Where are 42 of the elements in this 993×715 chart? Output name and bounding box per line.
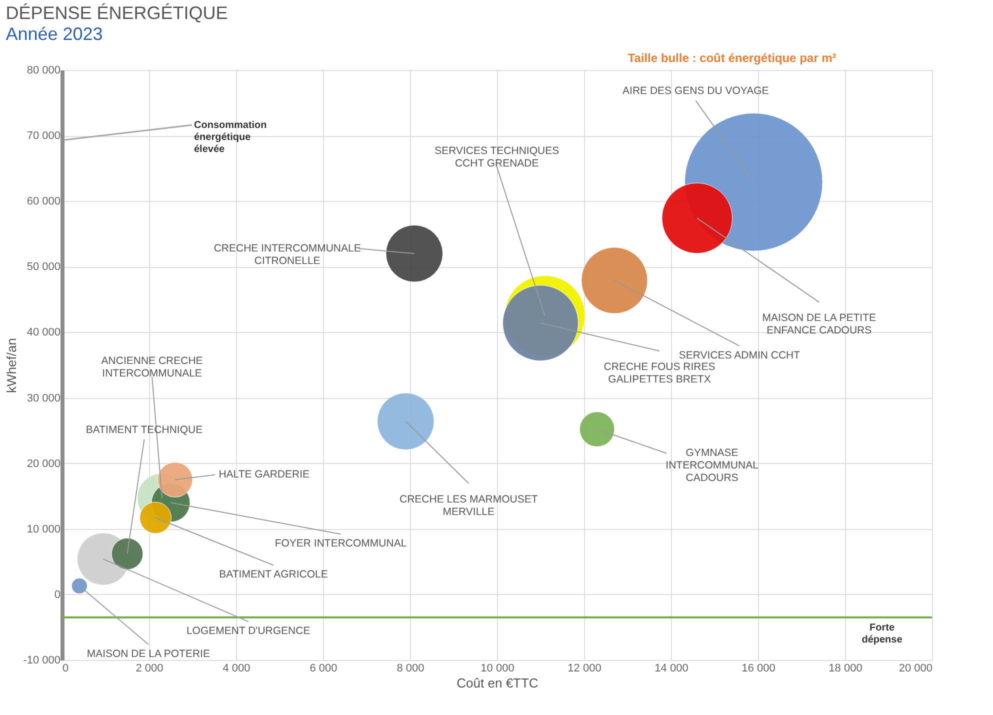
x-tick-label: 14 000: [654, 662, 688, 674]
annotation: FOYER INTERCOMMUNAL: [274, 538, 407, 550]
x-tick-label: 10 000: [480, 662, 514, 674]
x-tick-label: 20 000: [898, 662, 932, 674]
x-tick-label: 12 000: [568, 662, 602, 674]
annotation: GYMNASE INTERCOMMUNAL CADOURS: [666, 447, 759, 484]
y-tick-label: -10 000: [23, 654, 60, 666]
y-tick-label: 60 000: [26, 196, 60, 208]
x-tick-label: 18 000: [828, 662, 862, 674]
annotation: HALTE GARDERIE: [218, 468, 310, 481]
x-axis-title: Coût en €TTC: [456, 676, 538, 690]
x-tick-label: 0: [62, 662, 69, 674]
y-tick-label: 70 000: [26, 130, 60, 142]
chart-subtitle: Année 2023: [6, 24, 103, 44]
y-tick-label: 40 000: [26, 326, 60, 339]
y-tick-label: 50 000: [26, 261, 60, 274]
annotation: AIRE DES GENS DU VOYAGE: [622, 85, 769, 98]
x-tick-label: 4 000: [222, 662, 250, 674]
chart-title: DÉPENSE ÉNERGÉTIQUE: [6, 3, 228, 23]
y-tick-label: 30 000: [26, 392, 60, 404]
x-tick-label: 8 000: [396, 662, 424, 674]
x-tick-label: 6 000: [310, 662, 338, 674]
y-tick-label: 10 000: [26, 523, 60, 536]
annotation: SERVICES ADMIN CCHT: [678, 349, 801, 362]
y-tick-label: 0: [54, 588, 60, 601]
annotation: CRECHE LES MARMOUSET MERVILLE: [400, 493, 538, 518]
x-tick-label: 16 000: [742, 662, 776, 674]
y-axis-title: kWhef/an: [4, 338, 20, 393]
annotation: MAISON DE LA PETITE ENFANCE CADOURS: [762, 312, 876, 337]
annotation: SERVICES TECHNIQUES CCHT GRENADE: [434, 144, 560, 170]
annotation: LOGEMENT D'URGENCE: [186, 625, 310, 638]
x-tick-label: 2 000: [136, 662, 164, 674]
annotation: ANCIENNE CRECHE INTERCOMMUNALE: [101, 355, 203, 380]
annotation: Consommation énergétique élevée: [194, 120, 267, 155]
ref-line-label: Forte dépense: [862, 622, 903, 646]
y-tick-label: 80 000: [26, 64, 60, 76]
text: Taille bulle : coût énergétique par m²: [628, 51, 836, 65]
y-tick-label: 20 000: [26, 458, 60, 470]
annotation: BATIMENT AGRICOLE: [219, 568, 328, 581]
annotation: CRECHE FOUS RIRES GALIPETTES BRETX: [604, 361, 716, 386]
annotation: MAISON DE LA POTERIE: [86, 648, 210, 660]
annotation: CRECHE INTERCOMMUNALE CITRONELLE: [214, 242, 361, 268]
